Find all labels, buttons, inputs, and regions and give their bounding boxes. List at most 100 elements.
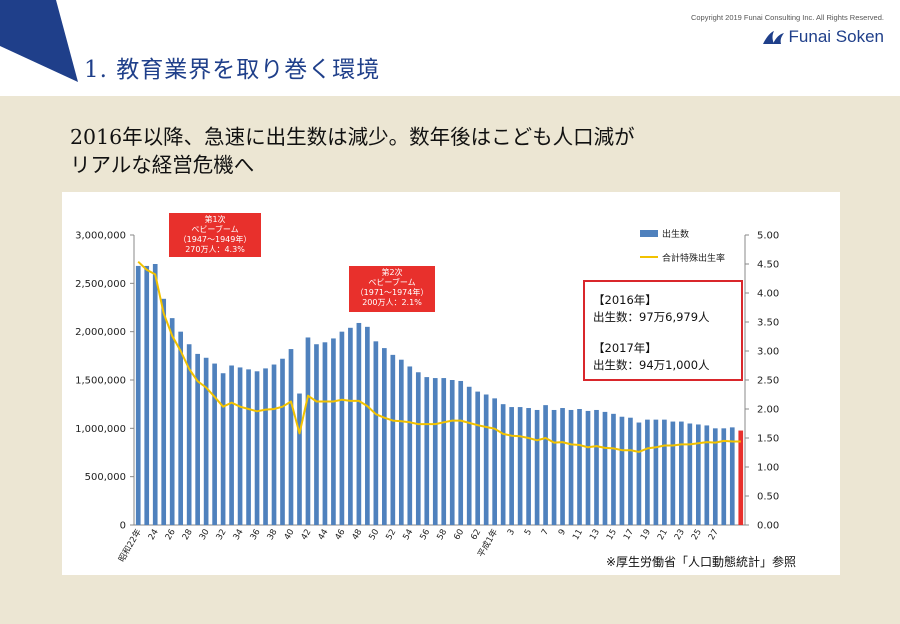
- x-tick-label: 56: [418, 528, 432, 542]
- bar-births: [186, 344, 192, 525]
- legend-label-births: 出生数: [662, 229, 690, 240]
- bar-births: [551, 409, 557, 525]
- bar-births: [560, 408, 565, 525]
- bar-births: [135, 265, 141, 525]
- bar-births: [356, 322, 362, 525]
- x-tick-label: 27: [707, 528, 721, 542]
- copyright-text: Copyright 2019 Funai Consulting Inc. All…: [690, 13, 884, 22]
- bar-births: [568, 409, 574, 525]
- bar-births: [271, 364, 277, 525]
- y-left-tick-label: 0: [120, 521, 126, 532]
- bar-births: [398, 359, 404, 525]
- bar-births: [594, 409, 599, 525]
- y-right-tick-label: 3.50: [757, 318, 779, 329]
- bar-births: [619, 416, 625, 525]
- bar-births: [305, 337, 311, 525]
- y-right-tick-label: 5.00: [757, 231, 779, 242]
- x-tick-label: 7: [540, 528, 551, 538]
- second-baby-boom-callout: 第2次 ベビーブーム （1971～1974年） 200万人：2.1%: [349, 266, 435, 312]
- info-value-2017: 出生数：94万1,000人: [593, 358, 710, 372]
- x-tick-label: 54: [401, 528, 415, 542]
- bar-births: [220, 373, 226, 525]
- bar-births: [543, 405, 548, 525]
- bar-births: [365, 326, 370, 525]
- bar-births: [322, 342, 328, 525]
- chart-legend: 出生数 合計特殊出生率: [640, 226, 725, 274]
- bar-births: [348, 327, 353, 525]
- x-tick-label: 58: [435, 528, 449, 542]
- y-left-tick-label: 1,500,000: [75, 376, 126, 387]
- boom1-detail: 270万人：4.3%: [185, 245, 245, 254]
- x-tick-label: 9: [557, 528, 568, 538]
- bar-births: [212, 363, 217, 525]
- bar-births: [729, 427, 735, 525]
- x-tick-label: 50: [367, 528, 381, 542]
- first-baby-boom-callout: 第1次 ベビーブーム （1947～1949年） 270万人：4.3%: [169, 213, 261, 257]
- bar-births: [662, 419, 667, 525]
- y-left-tick-label: 500,000: [85, 472, 126, 483]
- bar-births: [712, 428, 718, 525]
- y-right-tick-label: 0.00: [757, 521, 779, 532]
- slide-title: 1. 教育業界を取り巻く環境: [84, 57, 381, 83]
- boom2-period: （1971～1974年）: [355, 288, 429, 297]
- bar-births: [203, 357, 209, 525]
- births-info-box: 【2016年】 出生数：97万6,979人 【2017年】 出生数：94万1,0…: [583, 280, 743, 381]
- corner-triangle-decoration: [0, 0, 78, 82]
- bar-births: [475, 391, 481, 525]
- x-tick-label: 19: [639, 528, 653, 542]
- x-tick-label: 34: [232, 528, 246, 542]
- x-tick-label: 昭和22年: [116, 527, 144, 564]
- x-tick-label: 62: [469, 528, 483, 542]
- x-tick-label: 11: [571, 528, 585, 542]
- bar-births: [144, 265, 150, 525]
- boom1-title: 第1次: [204, 215, 226, 224]
- boom2-title: 第2次: [381, 268, 403, 277]
- bar-births: [449, 380, 455, 525]
- x-tick-label: 3: [506, 528, 517, 538]
- x-tick-label: 48: [350, 528, 364, 542]
- x-tick-label: 40: [283, 528, 297, 542]
- bar-births: [687, 423, 693, 525]
- x-tick-label: 38: [266, 528, 280, 542]
- bar-births: [602, 411, 608, 525]
- bar-births: [424, 377, 430, 525]
- bar-births: [382, 348, 387, 525]
- headline-line-2: リアルな経営危機へ: [70, 153, 255, 177]
- legend-line-swatch: [640, 256, 658, 258]
- bar-births: [331, 338, 336, 525]
- x-tick-label: 52: [384, 528, 398, 542]
- x-tick-label: 44: [316, 528, 330, 542]
- wave-logo-icon: [762, 31, 784, 44]
- bar-births: [246, 369, 251, 525]
- bar-births: [500, 404, 506, 525]
- bar-births: [670, 421, 676, 525]
- bar-births-2017: [738, 430, 744, 525]
- boom2-name: ベビーブーム: [368, 278, 416, 287]
- company-logo: Funai Soken: [761, 26, 884, 48]
- bar-births: [534, 409, 540, 525]
- y-left-tick-label: 2,000,000: [75, 327, 126, 338]
- y-right-tick-label: 2.50: [757, 376, 779, 387]
- bar-births: [178, 331, 184, 525]
- y-left-tick-label: 3,000,000: [75, 231, 126, 242]
- bar-births: [526, 408, 531, 525]
- x-tick-label: 28: [181, 528, 195, 542]
- bar-births: [195, 353, 200, 525]
- x-tick-label: 46: [333, 528, 347, 542]
- x-tick-label: 30: [198, 528, 212, 542]
- x-tick-label: 24: [147, 528, 161, 542]
- fertility-rate-line: [137, 260, 741, 453]
- y-left-tick-label: 1,000,000: [75, 424, 126, 435]
- x-tick-label: 25: [690, 528, 704, 542]
- bar-births: [636, 422, 642, 525]
- y-right-tick-label: 4.50: [757, 260, 779, 271]
- bar-births: [466, 386, 472, 525]
- bar-births: [645, 419, 650, 525]
- bar-births: [577, 409, 582, 525]
- bar-births: [432, 378, 438, 525]
- x-tick-label: 15: [605, 528, 619, 542]
- x-tick-label: 42: [299, 528, 313, 542]
- info-value-2016: 出生数：97万6,979人: [593, 310, 710, 324]
- x-tick-label: 32: [215, 528, 229, 542]
- y-right-tick-label: 1.00: [757, 463, 779, 474]
